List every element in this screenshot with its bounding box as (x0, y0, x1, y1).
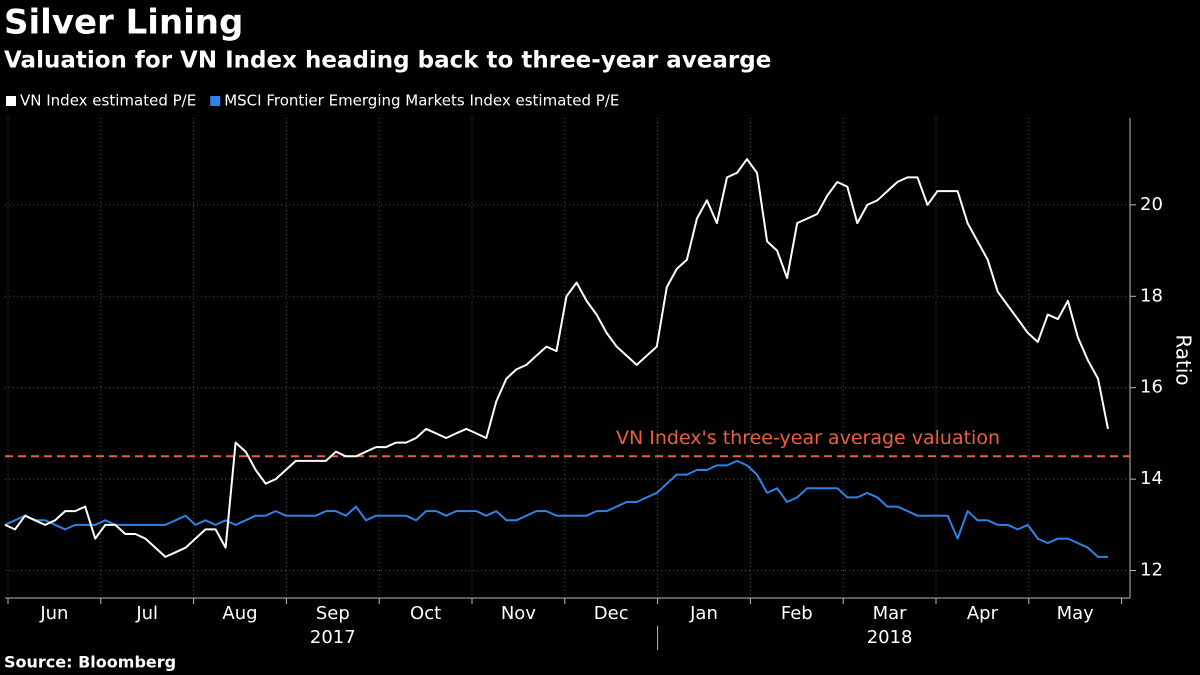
y-axis-label: Ratio (1172, 334, 1196, 385)
x-tick-label: Jan (689, 603, 718, 624)
x-tick-label: Feb (781, 603, 813, 624)
legend-swatch (6, 96, 16, 106)
x-tick-label: Mar (873, 603, 908, 624)
chart-title: Silver Lining (4, 3, 243, 43)
y-tick-label: 20 (1140, 194, 1163, 215)
x-tick-label: Apr (967, 603, 999, 624)
legend-label: VN Index estimated P/E (20, 92, 196, 110)
legend-swatch (210, 96, 221, 106)
x-tick-label: May (1057, 603, 1095, 624)
x-tick-label: Jun (39, 603, 68, 624)
y-tick-label: 16 (1140, 377, 1163, 398)
x-tick-label: Jul (135, 603, 158, 624)
reference-label: VN Index's three-year average valuation (616, 427, 1000, 449)
legend-label: MSCI Frontier Emerging Markets Index est… (224, 92, 619, 110)
year-label: 2018 (867, 627, 913, 648)
series-line (4, 158, 1109, 558)
x-tick-label: Dec (594, 603, 629, 624)
y-tick-label: 12 (1140, 560, 1163, 581)
y-tick-label: 18 (1140, 285, 1163, 306)
source: Source: Bloomberg (4, 653, 176, 672)
x-tick-label: Oct (410, 603, 441, 624)
chart-subtitle: Valuation for VN Index heading back to t… (4, 48, 771, 74)
x-tick-label: Nov (501, 603, 536, 624)
series-line (4, 459, 1108, 558)
x-tick-label: Sep (316, 603, 350, 624)
y-tick-label: 14 (1140, 468, 1163, 489)
year-label: 2017 (310, 627, 356, 648)
x-tick-label: Aug (222, 603, 257, 624)
